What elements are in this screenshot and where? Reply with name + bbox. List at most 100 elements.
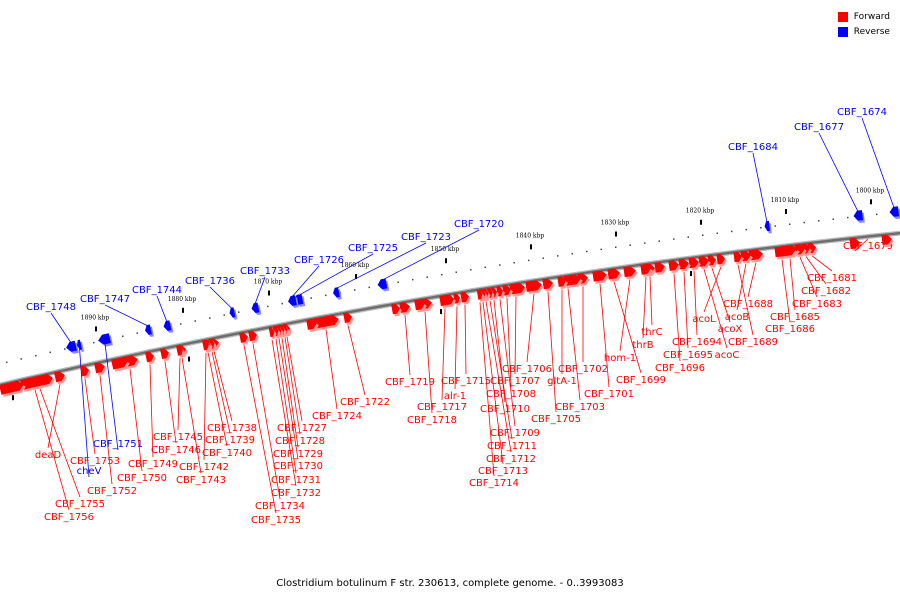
gene-body	[640, 264, 651, 275]
gene-cbf-1689	[733, 251, 744, 265]
gene-label-alr-1: alr-1	[444, 391, 466, 402]
tick-label: 1860 kbp	[341, 262, 370, 269]
leader-line	[482, 301, 504, 465]
gene-cbf-1753	[80, 365, 91, 379]
gene-body	[312, 315, 339, 329]
leader-line	[799, 257, 818, 298]
tick-label: 1830 kbp	[601, 220, 630, 227]
minor-tick	[658, 240, 660, 242]
major-tick	[445, 258, 447, 264]
gene-body	[853, 210, 864, 221]
minor-tick	[281, 302, 283, 305]
leader-line	[325, 329, 338, 410]
gene-label-thrb: thrB	[632, 340, 653, 351]
gene-body	[377, 278, 388, 290]
leader-line	[736, 263, 747, 311]
gene-cbf-1701	[592, 270, 609, 284]
leader-line	[506, 297, 512, 388]
gene-body	[733, 251, 742, 263]
leader-line	[209, 286, 233, 309]
gene-label-cbf-1718: CBF_1718	[407, 415, 457, 426]
leader-line	[297, 253, 374, 297]
major-tick	[182, 307, 184, 313]
gene-cbf-1724	[312, 315, 341, 331]
gene-label-cbf-1705: CBF_1705	[531, 414, 581, 425]
minor-tick	[673, 238, 675, 240]
forward-swatch	[837, 11, 848, 22]
gene-body	[176, 345, 183, 356]
gene-label-cbf-1738: CBF_1738	[207, 423, 257, 434]
gene-label-cbf-1719: CBF_1719	[385, 377, 435, 388]
minor-tick	[499, 264, 501, 266]
gene-label-cbf-1709: CBF_1709	[490, 428, 540, 439]
gene-label-cbf-1674: CBF_1674	[837, 107, 887, 118]
gene-body	[476, 289, 483, 300]
leader-line	[703, 269, 728, 349]
minor-tick	[774, 225, 776, 227]
gene-body	[288, 295, 297, 306]
minor-tick	[818, 220, 820, 222]
leader-line	[737, 264, 754, 336]
minor-tick	[571, 252, 573, 255]
leader-line	[464, 304, 467, 375]
gene-body	[849, 237, 860, 249]
major-tick	[95, 326, 97, 332]
gene-body	[54, 371, 65, 383]
gene-acol	[716, 253, 727, 267]
gene-cbf-1742	[202, 339, 211, 353]
gene-label-cbf-1743: CBF_1743	[176, 475, 226, 486]
gene-label-glta-1: gltA-1	[547, 376, 577, 387]
leader-line	[404, 315, 411, 376]
minor-tick	[93, 341, 95, 344]
gene-body	[889, 206, 899, 217]
major-tick	[268, 290, 270, 296]
gene-label-cbf-1735: CBF_1735	[251, 515, 301, 526]
leader-line	[499, 299, 516, 427]
minor-tick	[832, 218, 834, 220]
minor-tick	[687, 236, 689, 238]
gene-label-cbf-1703: CBF_1703	[555, 402, 605, 413]
tick-label: 1800 kbp	[856, 187, 885, 194]
minor-tick-black	[188, 356, 190, 362]
gene-label-cbf-1755: CBF_1755	[55, 499, 105, 510]
gene-label-cbf-1747: CBF_1747	[80, 294, 130, 305]
gene-body	[542, 278, 553, 290]
minor-tick	[194, 320, 196, 322]
gene-label-cbf-1728: CBF_1728	[275, 436, 325, 447]
gene-body	[592, 270, 607, 282]
leader-line	[811, 255, 833, 272]
gene-thrb	[640, 264, 653, 278]
minor-tick	[557, 255, 559, 257]
gene-body	[111, 357, 128, 370]
leader-line	[424, 311, 433, 414]
leader-line	[278, 338, 299, 460]
gene-body	[881, 234, 892, 245]
gene-label-cbf-1736: CBF_1736	[185, 276, 235, 287]
leader-line	[789, 258, 796, 311]
gene-body	[688, 257, 699, 269]
gene-cbf-1736	[229, 307, 238, 320]
leader-line	[284, 337, 301, 435]
gene-label-cbf-1746: CBF_1746	[151, 445, 201, 456]
tick-label: 1880 kbp	[168, 296, 197, 303]
gene-cbf-1705	[542, 278, 555, 292]
minor-tick	[615, 246, 617, 249]
leader-line	[441, 308, 446, 401]
gene-unlabeled	[111, 357, 130, 372]
gene-label-cbf-1715: CBF_1715	[441, 376, 491, 387]
gene-cbf-1684	[764, 220, 772, 234]
map-caption: Clostridium botulinum F str. 230613, com…	[276, 578, 624, 589]
tick-label: 1820 kbp	[686, 208, 715, 215]
gene-label-cbf-1682: CBF_1682	[801, 286, 851, 297]
leader-line	[203, 352, 207, 461]
gene-label-cbf-1734: CBF_1734	[255, 501, 305, 512]
gene-cbf-1733	[251, 302, 262, 316]
leader-line	[103, 335, 119, 451]
minor-tick	[731, 230, 733, 233]
gene-label-cbf-1756: CBF_1756	[44, 512, 94, 523]
major-tick	[700, 219, 702, 225]
leader-line	[854, 238, 869, 252]
gene-body	[414, 299, 425, 311]
minor-tick	[716, 232, 718, 235]
